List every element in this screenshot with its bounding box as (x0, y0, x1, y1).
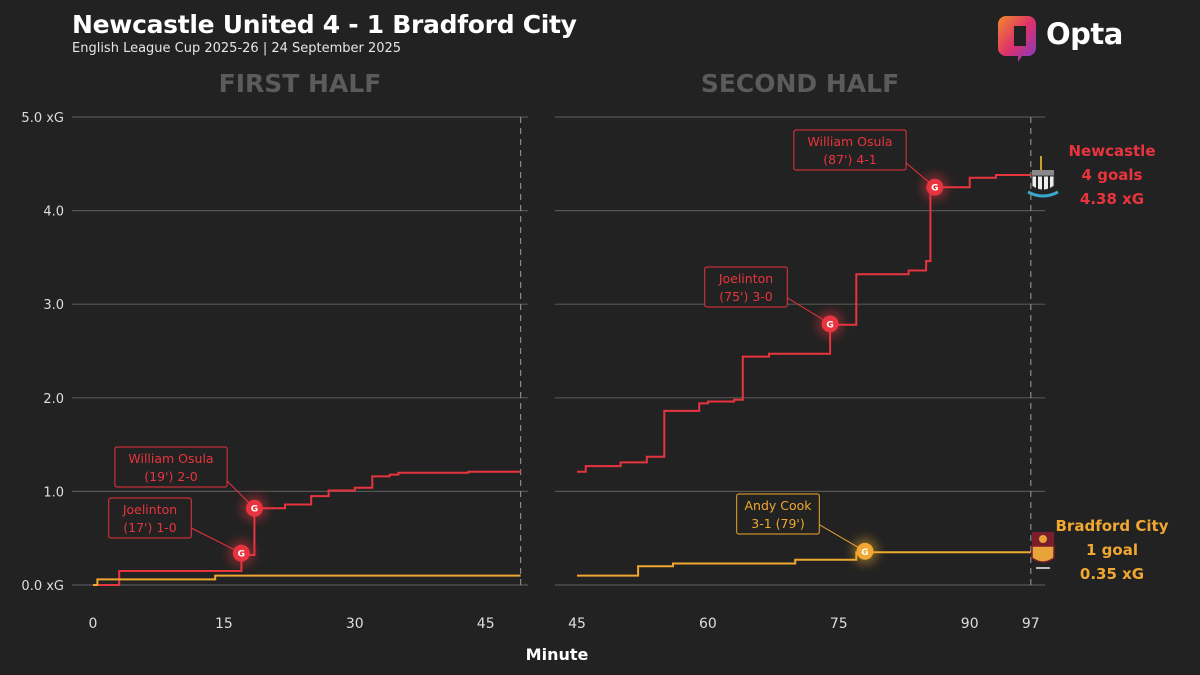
bradford-summary-xg: 0.35 xG (1079, 565, 1145, 583)
goal-label-text: (17') 1-0 (123, 520, 177, 535)
y-tick-label: 0.0 xG (21, 579, 64, 594)
x-tick-label: 97 (1022, 616, 1040, 632)
x-tick-label: 75 (830, 616, 848, 632)
x-tick-label: 60 (699, 616, 717, 632)
panel-title: SECOND HALF (701, 69, 899, 98)
bradford-summary: Bradford City 1 goal 0.35 xG (1052, 514, 1172, 586)
goal-label-text: William Osula (807, 134, 892, 149)
series-line-bradford-city (577, 551, 1031, 577)
goal-label-box (114, 446, 228, 488)
goal-label-text: 3-1 (79') (751, 516, 805, 531)
x-tick-label: 30 (346, 616, 364, 632)
goal-label-text: Joelinton (122, 502, 177, 517)
goal-marker (856, 542, 874, 560)
newcastle-summary: Newcastle 4 goals 4.38 xG (1052, 139, 1172, 211)
x-tick-label: 15 (215, 616, 233, 632)
goal-marker (232, 544, 250, 562)
goal-marker (926, 178, 944, 196)
bradford-summary-team: Bradford City (1055, 517, 1169, 535)
goal-marker-letter: G (861, 548, 868, 558)
goal-marker-letter: G (931, 184, 938, 194)
goal-label-box (736, 493, 820, 535)
match-title: Newcastle United 4 - 1 Bradford City (72, 10, 577, 39)
x-axis-label: Minute (526, 645, 589, 664)
y-tick-label: 5.0 xG (21, 111, 64, 126)
x-tick-label: 45 (477, 616, 495, 632)
match-subtitle: English League Cup 2025-26 | 24 Septembe… (72, 41, 402, 56)
goal-label-box (704, 266, 788, 308)
y-tick-label: 2.0 (43, 392, 64, 407)
y-tick-label: 1.0 (43, 485, 64, 500)
opta-logo-icon (998, 16, 1036, 62)
opta-wordmark: Opta (1046, 17, 1123, 51)
newcastle-summary-xg: 4.38 xG (1079, 190, 1145, 208)
x-tick-label: 45 (568, 616, 586, 632)
bradford-crest-icon (1031, 532, 1055, 569)
goal-marker-letter: G (238, 550, 245, 560)
goal-label-box (108, 497, 192, 539)
goal-label-text: Joelinton (718, 271, 773, 286)
goal-marker-letter: G (826, 320, 833, 330)
newcastle-summary-team: Newcastle (1068, 142, 1156, 160)
newcastle-summary-goals: 4 goals (1081, 166, 1143, 184)
goal-label-text: William Osula (128, 451, 213, 466)
panel-title: FIRST HALF (219, 69, 382, 98)
goal-label-text: Andy Cook (744, 498, 812, 513)
goal-marker-letter: G (251, 505, 258, 515)
goal-label-text: (87') 4-1 (823, 152, 877, 167)
y-tick-label: 4.0 (43, 205, 64, 220)
goal-marker (821, 315, 839, 333)
series-line-newcastle (577, 174, 1031, 473)
goal-label-text: (75') 3-0 (719, 289, 773, 304)
bradford-summary-goals: 1 goal (1086, 541, 1138, 559)
x-tick-label: 0 (89, 616, 98, 632)
goal-label-box (793, 129, 907, 171)
newcastle-crest-icon (1027, 156, 1059, 198)
series-line-bradford-city (93, 574, 521, 586)
y-tick-label: 3.0 (43, 298, 64, 313)
x-tick-label: 90 (961, 616, 979, 632)
goal-marker (245, 499, 263, 517)
goal-label-text: (19') 2-0 (144, 469, 198, 484)
